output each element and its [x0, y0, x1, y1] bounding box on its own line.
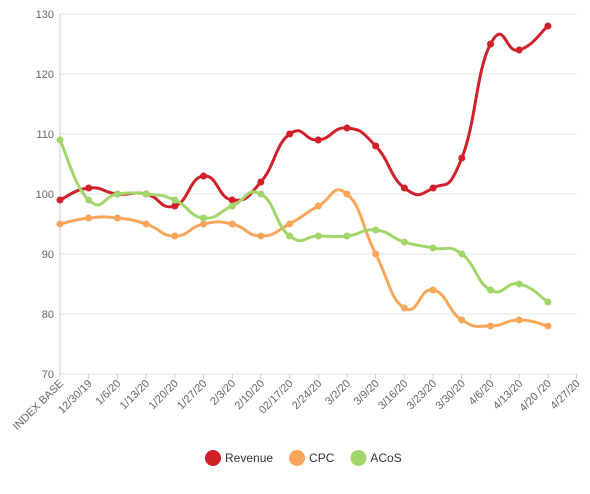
data-point — [343, 124, 351, 132]
data-point — [56, 220, 64, 228]
data-point — [515, 280, 523, 288]
data-point — [314, 136, 322, 144]
data-point — [228, 220, 236, 228]
data-point — [142, 190, 150, 198]
data-point — [171, 202, 179, 210]
x-tick-label: 4/20 /20 — [517, 378, 554, 415]
data-point — [372, 250, 380, 258]
data-point — [544, 298, 552, 306]
data-point — [142, 220, 150, 228]
data-point — [286, 220, 294, 228]
legend-label: CPC — [309, 451, 335, 465]
data-point — [458, 316, 466, 324]
x-tick-label: 3/16/20 — [376, 378, 410, 412]
data-point — [85, 196, 93, 204]
data-point — [544, 22, 552, 30]
data-point — [200, 172, 207, 180]
x-tick-label: 4/27/20 — [548, 378, 582, 412]
data-point — [515, 316, 523, 324]
legend-marker — [205, 450, 221, 466]
data-point — [487, 286, 494, 294]
x-tick-label: 3/23/20 — [405, 378, 439, 412]
x-tick-label: 1/27/20 — [175, 378, 209, 412]
data-point — [429, 184, 437, 192]
y-tick-label: 100 — [36, 189, 54, 201]
data-point — [85, 184, 93, 192]
y-tick-label: 90 — [42, 249, 54, 261]
legend: Revenue CPC ACoS — [205, 450, 402, 466]
data-point — [487, 40, 494, 48]
series-line — [59, 24, 549, 209]
x-tick-label: 3/2/20 — [323, 378, 353, 408]
data-point — [257, 178, 265, 186]
data-point — [544, 322, 552, 330]
data-point — [343, 232, 351, 240]
data-point — [113, 214, 121, 222]
data-point — [429, 286, 437, 294]
data-point — [400, 238, 408, 246]
data-point — [257, 190, 265, 198]
data-point — [372, 142, 380, 150]
data-point — [286, 232, 294, 240]
data-point — [458, 250, 466, 258]
data-point — [171, 232, 179, 240]
y-tick-label: 70 — [42, 369, 54, 381]
data-point — [314, 232, 322, 240]
series-line — [59, 188, 549, 328]
data-point — [400, 184, 408, 192]
legend-marker — [350, 450, 367, 466]
data-point — [56, 136, 64, 144]
y-tick-label: 120 — [36, 69, 54, 81]
data-point — [200, 214, 207, 222]
data-point — [343, 190, 351, 198]
x-tick-label: 3/30/20 — [433, 378, 467, 412]
data-point — [400, 304, 408, 312]
x-tick-label: 1/20/20 — [146, 378, 180, 412]
data-point — [85, 214, 93, 222]
data-point — [372, 226, 380, 234]
y-tick-label: 110 — [36, 129, 54, 141]
data-point — [257, 232, 265, 240]
legend-label: ACoS — [370, 451, 401, 465]
x-tick-label: 2/24/20 — [290, 378, 324, 412]
data-point — [228, 202, 236, 210]
data-point — [487, 322, 494, 330]
y-tick-label: 80 — [42, 309, 54, 321]
data-point — [314, 202, 322, 210]
data-point — [113, 190, 121, 198]
x-tick-label: 1/13/20 — [118, 378, 152, 412]
data-point — [286, 130, 294, 138]
data-point — [171, 196, 179, 204]
data-point — [515, 46, 523, 54]
data-point — [429, 244, 437, 252]
data-point — [228, 196, 236, 204]
legend-label: Revenue — [225, 451, 273, 465]
y-tick-label: 130 — [36, 9, 54, 21]
legend-marker — [289, 450, 306, 466]
data-point — [200, 220, 207, 228]
data-point — [458, 154, 466, 162]
data-point — [56, 196, 64, 204]
